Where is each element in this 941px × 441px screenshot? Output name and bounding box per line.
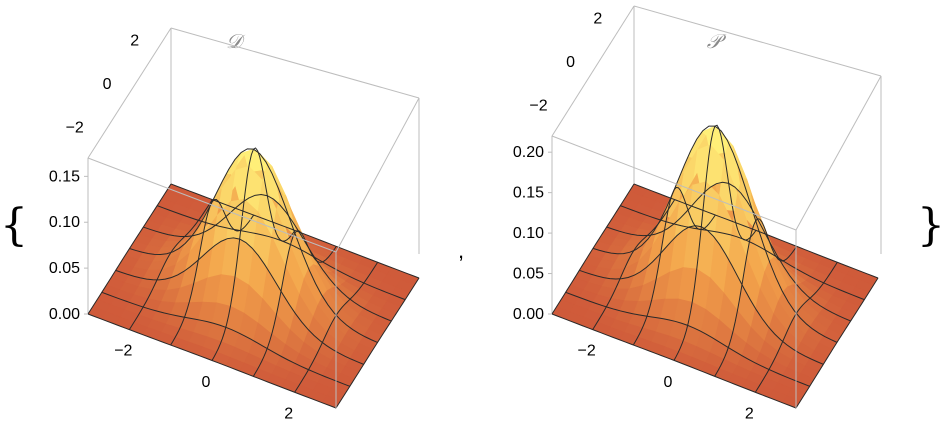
x-tick-label: −2 [578,343,596,360]
y-tick-label: −2 [66,119,84,136]
list-separator: , [458,238,464,263]
z-tick-label: 0.10 [513,225,544,242]
box-edge [87,27,172,159]
y-tick-label: 2 [593,11,602,28]
mesh-line [87,313,337,409]
mesh-line [633,183,879,279]
y-tick-label: 2 [130,33,139,50]
z-tick-label: 0.05 [49,260,80,277]
z-tick-label: 0.05 [513,266,544,283]
mesh-line [143,193,392,322]
y-tick-label: 0 [103,76,112,93]
box-edge [795,75,882,231]
mesh-line [620,205,865,301]
z-tick-label: 0.10 [49,214,80,231]
close-brace: } [917,200,941,251]
mesh-line [156,205,406,301]
y-tick-label: 0 [566,54,575,71]
x-tick-label: −2 [114,343,132,360]
x-tick-label: 0 [664,374,673,391]
plot-title: 𝒫 [707,29,727,53]
y-tick-label: −2 [529,97,547,114]
box-edge [87,157,337,253]
mesh-line [101,291,351,387]
mesh-line [115,237,364,365]
mesh-line [565,291,810,387]
x-tick-label: 2 [284,405,293,422]
mesh-line [170,183,420,279]
z-tick-label: 0.00 [513,306,544,323]
box-edge [335,97,420,253]
box-edge [170,27,420,99]
mesh-line [606,181,851,322]
box-edge [551,135,797,231]
x-tick-label: 0 [202,374,211,391]
mesh-line [579,225,824,365]
box-edge [551,5,635,137]
z-tick-label: 0.00 [49,306,80,323]
mesh-line [551,313,797,409]
open-brace: { [0,200,28,251]
z-tick-label: 0.20 [513,144,544,161]
surface-plot-p: 𝒫 0.00 0.05 0.10 0.15 0.20 −2 0 2 −2 0 2 [513,5,882,422]
z-tick-label: 0.15 [513,185,544,202]
box-edge [633,5,882,77]
plot-title: 𝒟 [226,29,246,53]
surface-plot-d: 𝒟 0.00 0.05 0.10 0.15 −2 0 2 −2 0 2 [49,27,420,422]
z-tick-label: 0.15 [49,168,80,185]
x-tick-label: 2 [745,405,754,422]
